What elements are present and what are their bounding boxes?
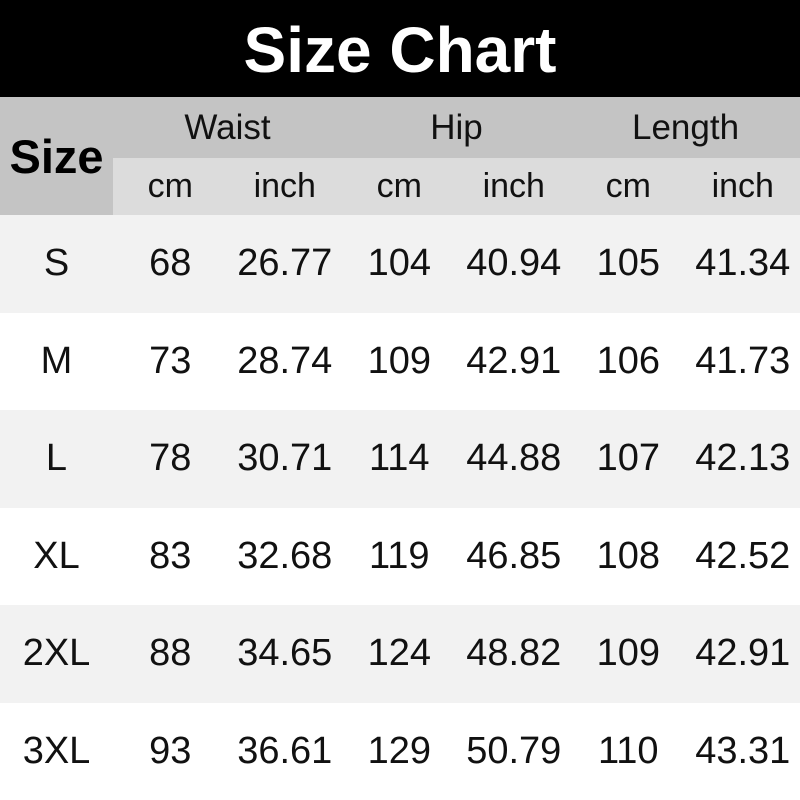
value-cell: 42.91 [466,339,562,382]
size-label: L [45,437,68,480]
size-label: 2XL [22,632,91,675]
value-cell: 46.85 [466,534,562,577]
value-cell: 109 [596,632,660,675]
value-cell: 68 [149,242,192,285]
value-cell: 44.88 [466,437,562,480]
table-body: S 68 26.77 104 40.94 105 41.34 M 73 28.74 109 42… [0,215,800,800]
value-cell: 42.13 [695,437,791,480]
page-title: Size Chart [243,13,557,86]
length-group-header: Length [571,97,800,158]
value-cell: 109 [367,339,431,382]
unit-row: cm inch cm inch cm inch [0,158,800,215]
table-row: L 78 30.71 114 44.88 107 42.13 [0,410,800,508]
hip-cm-header: cm [342,158,457,215]
value-cell: 36.61 [237,729,333,772]
value-cell: 93 [149,729,192,772]
length-inch-header: inch [685,158,800,215]
value-cell: 30.71 [237,437,333,480]
hip-inch-header: inch [456,158,572,215]
value-cell: 110 [597,729,659,772]
hip-group-header: Hip [342,97,572,158]
waist-inch-header: inch [227,158,343,215]
value-cell: 41.73 [695,339,791,382]
value-cell: 119 [368,534,430,577]
waist-group-header: Waist [113,97,343,158]
value-cell: 78 [149,437,192,480]
value-cell: 26.77 [237,242,333,285]
value-cell: 124 [367,632,431,675]
value-cell: 129 [367,729,431,772]
size-label: XL [33,534,80,577]
value-cell: 43.31 [695,729,791,772]
value-cell: 114 [368,437,430,480]
title-bar: Size Chart [0,0,800,97]
size-column-header: Size [0,97,113,215]
value-cell: 107 [596,437,660,480]
value-cell: 73 [149,339,192,382]
value-cell: 83 [149,534,192,577]
table-row: M 73 28.74 109 42.91 106 41.73 [0,312,800,410]
length-cm-header: cm [571,158,686,215]
value-cell: 106 [596,339,660,382]
value-cell: 50.79 [466,729,562,772]
value-cell: 28.74 [237,339,333,382]
table-row: XL 83 32.68 119 46.85 108 42.52 [0,507,800,605]
value-cell: 34.65 [237,632,333,675]
size-table: Size Waist Hip Length cm inch cm inch cm… [0,97,800,800]
measurement-group-row: Size Waist Hip Length [0,97,800,215]
size-label: M [40,339,73,382]
table-row: S 68 26.77 104 40.94 105 41.34 [0,215,800,313]
value-cell: 104 [367,242,431,285]
value-cell: 48.82 [466,632,562,675]
value-cell: 88 [149,632,192,675]
value-cell: 105 [596,242,660,285]
value-cell: 42.91 [695,632,791,675]
table-row: 3XL 93 36.61 129 50.79 110 43.31 [0,702,800,800]
waist-cm-header: cm [113,158,228,215]
size-label: S [43,242,70,285]
table-row: 2XL 88 34.65 124 48.82 109 42.91 [0,605,800,703]
value-cell: 40.94 [466,242,562,285]
value-cell: 108 [596,534,660,577]
size-label: 3XL [22,729,91,772]
value-cell: 32.68 [237,534,333,577]
value-cell: 42.52 [695,534,791,577]
value-cell: 41.34 [695,242,791,285]
